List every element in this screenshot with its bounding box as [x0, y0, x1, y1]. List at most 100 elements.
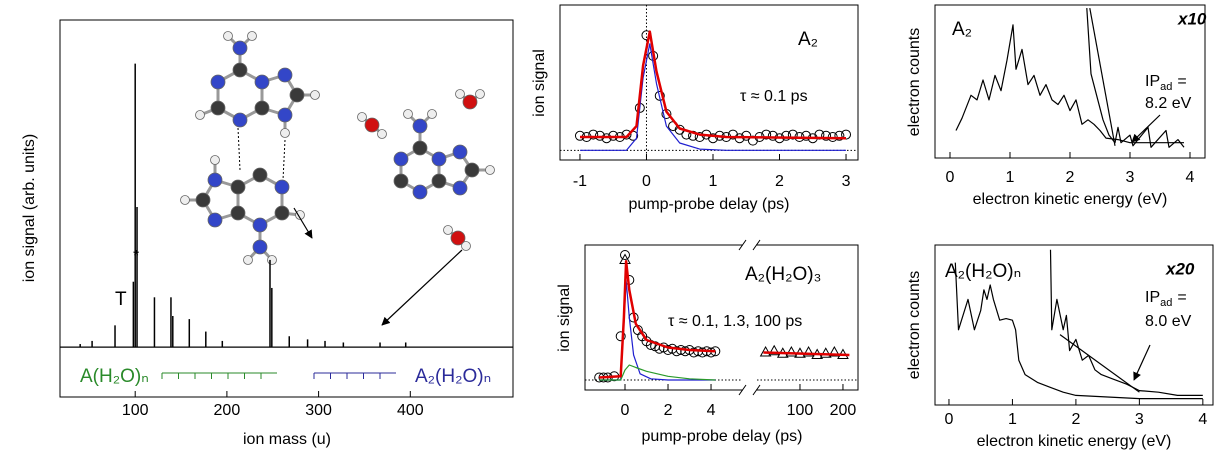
x-tick-label: 0 [945, 411, 954, 428]
x-axis-label: electron kinetic energy (eV) [977, 433, 1172, 450]
data-line [1090, 8, 1115, 146]
atom [358, 113, 367, 122]
ip-subscript: ad [1160, 81, 1172, 93]
x-tick-label: 2 [664, 402, 673, 419]
atom [208, 173, 222, 187]
x-tick-label: 200 [830, 402, 857, 419]
atom [453, 181, 467, 195]
atom [255, 101, 269, 115]
ip-equals: = [1177, 73, 1186, 90]
x-axis-label: electron kinetic energy (eV) [973, 191, 1168, 208]
ip-subscript: ad [1160, 297, 1172, 309]
x-tick-label: 4 [1198, 411, 1207, 428]
x-tick-label: 2 [775, 173, 784, 190]
atom [413, 119, 427, 133]
y-axis-label: ion signal [556, 284, 573, 352]
annotation: x20 [1165, 259, 1195, 278]
x-tick-label: 1 [709, 173, 718, 190]
atom [456, 90, 465, 99]
atom [244, 256, 253, 265]
ip-value: 8.0 eV [1145, 313, 1192, 330]
atom [208, 213, 222, 227]
y-axis-label: ion signal [531, 49, 548, 117]
annotation: τ ≈ 0.1 ps [740, 88, 808, 105]
x-tick-label: 2 [1071, 411, 1080, 428]
annotation: A₂(H₂O)₃ [745, 264, 821, 285]
atom [275, 206, 289, 220]
atom [253, 218, 267, 232]
atom [231, 180, 245, 194]
atom [432, 152, 446, 166]
x-axis-label: pump-probe delay (ps) [642, 428, 803, 445]
arrow [1132, 115, 1160, 142]
annotation: τ ≈ 0.1, 1.3, 100 ps [668, 313, 802, 330]
atom [413, 141, 427, 155]
x-tick-label: 400 [397, 402, 424, 419]
atom [253, 240, 267, 254]
atom [196, 193, 210, 207]
x-tick-label: 300 [305, 402, 332, 419]
atom [311, 91, 320, 100]
atom [365, 118, 379, 132]
x-tick-label: 0 [621, 402, 630, 419]
h-bond [238, 128, 240, 170]
atom [444, 226, 453, 235]
atom [233, 113, 247, 127]
atom [465, 163, 479, 177]
atom [278, 68, 292, 82]
x-tick-label: 4 [707, 402, 716, 419]
atom [255, 75, 269, 89]
atom [233, 41, 247, 55]
atom [231, 206, 245, 220]
atom [211, 101, 225, 115]
atom [394, 152, 408, 166]
atom [428, 110, 437, 119]
x-axis-label: ion mass (u) [243, 431, 331, 448]
atom [211, 75, 225, 89]
atom [278, 108, 292, 122]
atom [394, 174, 408, 188]
ip-value: 8.2 eV [1145, 95, 1192, 112]
atom [281, 129, 290, 138]
figure: 1 0 0 200 300 400 ion mass (u) ion signal (arb.… [0, 0, 1217, 463]
atom [432, 174, 446, 188]
atom [224, 32, 233, 41]
atom [290, 88, 304, 102]
atom [476, 90, 485, 99]
annotation: A₂(H₂O)ₙ [415, 366, 491, 387]
ip-symbol: IP [1145, 73, 1160, 90]
x-tick-label: 0 [946, 169, 955, 186]
atom [211, 156, 220, 165]
ip-equals: = [1177, 289, 1186, 306]
atom [196, 111, 205, 120]
atom [463, 95, 477, 109]
y-axis-label: electron counts [906, 271, 923, 380]
x-tick-label: 3 [842, 173, 851, 190]
x-tick-label: -1 [573, 173, 587, 190]
atom [181, 196, 190, 205]
atom [253, 168, 267, 182]
atom [413, 185, 427, 199]
atom [233, 63, 247, 77]
x-tick-label: 2 [1066, 169, 1075, 186]
annotation: x10 [1177, 9, 1207, 28]
arrow [382, 250, 462, 325]
x-tick-label: 3 [1135, 411, 1144, 428]
x-tick-label: 4 [1186, 169, 1195, 186]
data-line [955, 263, 1203, 399]
atom [378, 130, 387, 139]
annotation: A(H₂O)ₙ [80, 366, 149, 387]
molecule-illustration [181, 32, 495, 265]
x-tick-label: 200 [214, 402, 241, 419]
x-tick-label: 3 [1126, 169, 1135, 186]
atom [275, 180, 289, 194]
y-axis-label: ion signal (arb. units) [21, 134, 38, 283]
annotation: T [115, 289, 127, 310]
atom [462, 242, 471, 251]
ip-symbol: IP [1145, 289, 1160, 306]
atom [404, 110, 413, 119]
atom [453, 145, 467, 159]
ip-annotation: IPad = [1145, 73, 1187, 93]
annotation: A₂ [952, 19, 972, 40]
h-bond [283, 140, 285, 180]
